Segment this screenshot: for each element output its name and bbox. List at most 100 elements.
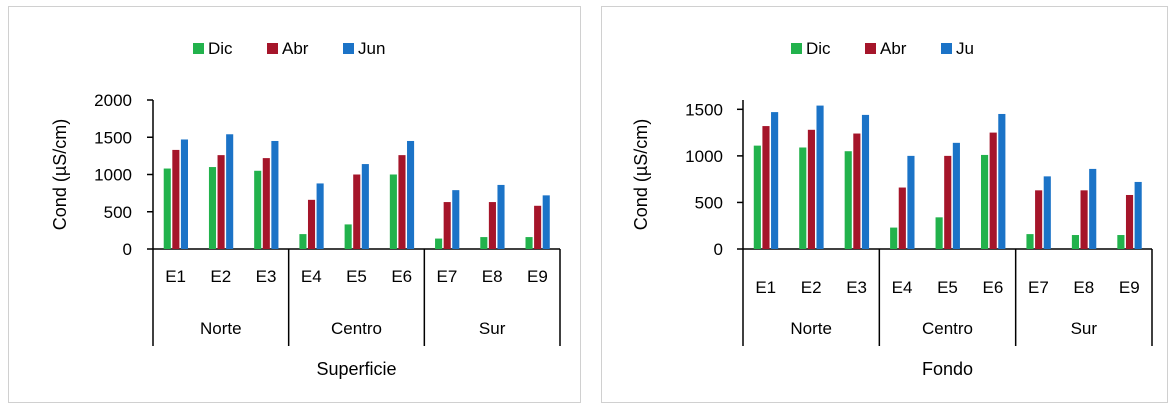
x-tick-label: E8: [1073, 278, 1094, 297]
legend-swatch-abr: [865, 43, 876, 54]
bar-ju-e6: [998, 113, 1006, 249]
bar-dic-e9: [1117, 235, 1125, 249]
bar-ju-e5: [952, 142, 960, 249]
y-tick-label: 500: [104, 203, 132, 222]
bar-dic-e2: [799, 147, 807, 249]
x-tick-label: E6: [983, 278, 1004, 297]
y-axis-title: Cond (µS/cm): [631, 119, 651, 230]
bar-abr-e6: [989, 132, 997, 249]
legend: Dic Abr Ju: [791, 39, 974, 58]
chart-superficie: 0 500 1000 1500 2000 Cond (µS/cm) E1 E2 E3 E4 E5 E6…: [8, 6, 581, 403]
bar-ju-e1: [771, 112, 779, 249]
y-tick-label: 1500: [94, 128, 132, 147]
bar-abr-e4: [898, 187, 906, 249]
legend-swatch-ju: [941, 43, 952, 54]
x-tick-label: E1: [165, 267, 186, 286]
legend-label-dic: Dic: [208, 39, 233, 58]
y-tick-label: 0: [714, 240, 723, 259]
bar-abr-e8: [1080, 190, 1088, 249]
bar-dic-e8: [480, 237, 488, 249]
legend-swatch-dic: [791, 43, 802, 54]
bar-jun-e4: [316, 183, 324, 249]
y-tick-label: 2000: [94, 91, 132, 110]
bar-dic-e4: [890, 227, 898, 249]
bar-dic-e1: [753, 145, 761, 249]
bar-abr-e1: [762, 126, 770, 249]
chart-fondo: 0 500 1000 1500 Cond (µS/cm) E1 E2 E3 E4 E5 E6 E7 E8…: [601, 6, 1168, 403]
legend-swatch-jun: [343, 43, 354, 54]
bar-dic-e3: [254, 170, 262, 249]
group-label: Norte: [790, 319, 832, 338]
x-axis-title: Fondo: [922, 359, 973, 379]
bar-abr-e1: [172, 149, 180, 249]
x-tick-label: E7: [1028, 278, 1049, 297]
group-label: Sur: [1071, 319, 1098, 338]
bar-abr-e3: [853, 133, 861, 249]
bar-dic-e1: [163, 168, 171, 249]
bar-jun-e5: [361, 164, 369, 249]
y-tick-label: 1500: [685, 100, 723, 119]
y-tick-label: 500: [695, 193, 723, 212]
bar-abr-e6: [398, 155, 406, 249]
bar-dic-e5: [935, 217, 943, 249]
bar-jun-e3: [271, 140, 279, 249]
bar-abr-e5: [353, 174, 361, 249]
x-tick-label: E6: [391, 267, 412, 286]
bar-ju-e4: [907, 155, 915, 249]
group-label: Centro: [331, 319, 382, 338]
chart-border: [8, 6, 581, 403]
x-tick-label: E3: [846, 278, 867, 297]
bar-dic-e7: [435, 238, 443, 249]
legend-label-ju: Ju: [956, 39, 974, 58]
legend-swatch-abr: [267, 43, 278, 54]
bar-dic-e6: [389, 174, 397, 249]
x-tick-label: E4: [301, 267, 322, 286]
bar-jun-e8: [497, 184, 505, 249]
bar-abr-e9: [1125, 194, 1134, 249]
x-tick-label: E5: [937, 278, 958, 297]
chart-panel-fondo: 0 500 1000 1500 Cond (µS/cm) E1 E2 E3 E4 E5 E6 E7 E8…: [597, 0, 1173, 408]
bar-abr-e7: [443, 202, 451, 249]
legend-label-dic: Dic: [806, 39, 831, 58]
bar-ju-e9: [1134, 181, 1142, 249]
x-tick-label: E3: [256, 267, 277, 286]
y-axis-title: Cond (µS/cm): [50, 119, 70, 230]
legend-label-jun: Jun: [358, 39, 385, 58]
legend-label-abr: Abr: [282, 39, 309, 58]
bar-dic-e7: [1026, 234, 1034, 249]
bar-dic-e5: [344, 224, 352, 249]
bar-dic-e2: [208, 167, 217, 249]
x-tick-label: E2: [210, 267, 231, 286]
bar-abr-e4: [307, 199, 316, 249]
x-tick-label: E5: [346, 267, 367, 286]
legend: Dic Abr Jun: [193, 39, 385, 58]
y-tick-label: 0: [123, 240, 132, 259]
bar-dic-e4: [299, 234, 307, 249]
bar-jun-e7: [452, 190, 460, 249]
bar-dic-e8: [1071, 235, 1080, 249]
y-tick-label: 1000: [94, 166, 132, 185]
legend-swatch-dic: [193, 43, 204, 54]
bar-jun-e9: [542, 195, 550, 249]
bar-abr-e7: [1035, 190, 1043, 249]
x-tick-label: E9: [1119, 278, 1140, 297]
bar-abr-e2: [217, 155, 225, 249]
bar-dic-e9: [525, 237, 533, 249]
x-tick-label: E9: [527, 267, 548, 286]
chart-panel-superficie: 0 500 1000 1500 2000 Cond (µS/cm) E1 E2 E3 E4 E5 E6…: [0, 0, 588, 408]
bar-ju-e8: [1089, 168, 1097, 249]
chart-border: [601, 6, 1168, 403]
bar-jun-e1: [180, 139, 188, 249]
group-label: Centro: [922, 319, 973, 338]
bar-abr-e9: [534, 205, 542, 249]
bar-dic-e3: [844, 151, 852, 249]
x-axis-title: Superficie: [316, 359, 396, 379]
group-label: Norte: [200, 319, 242, 338]
bar-jun-e2: [226, 134, 234, 249]
x-tick-label: E4: [892, 278, 913, 297]
bar-abr-e3: [262, 158, 270, 249]
x-tick-label: E1: [755, 278, 776, 297]
bar-ju-e3: [861, 114, 870, 250]
x-tick-label: E7: [437, 267, 458, 286]
bar-abr-e5: [944, 155, 952, 249]
